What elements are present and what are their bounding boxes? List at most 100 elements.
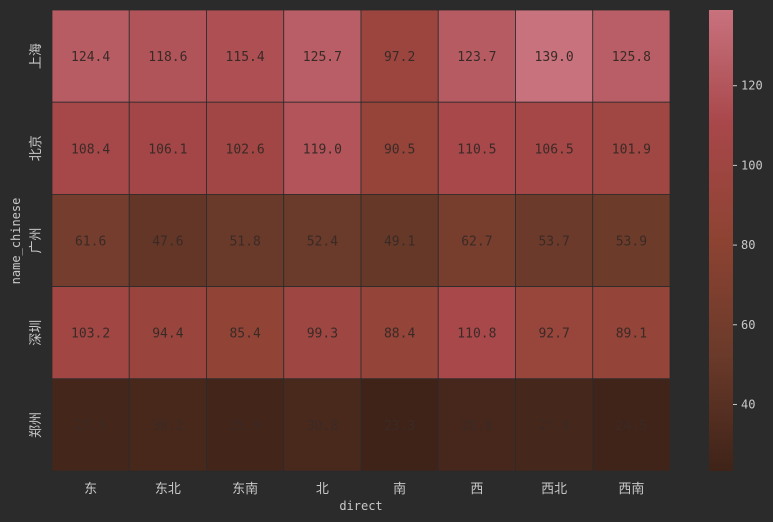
heatmap-cell <box>437 101 516 195</box>
heatmap-cell <box>283 101 362 195</box>
x-tick-label: 西北 <box>541 482 567 497</box>
cell-value-label: 119.0 <box>303 142 342 157</box>
y-tick-label: 广州 <box>29 227 44 253</box>
colorbar-tick-label: 100 <box>741 158 763 172</box>
x-tick-label: 东 <box>84 482 97 497</box>
cell-value-label: 123.7 <box>457 50 496 65</box>
cell-value-label: 108.4 <box>71 142 110 157</box>
heatmap-cell <box>283 286 362 380</box>
cell-value-label: 52.4 <box>307 235 338 250</box>
cell-value-label: 97.2 <box>384 50 415 65</box>
y-tick-label: 郑州 <box>29 412 44 438</box>
cell-value-label: 139.0 <box>535 50 574 65</box>
cell-value-label: 90.5 <box>384 142 415 157</box>
colorbar-tick-label: 120 <box>741 79 763 93</box>
heatmap-cell <box>437 9 516 103</box>
cell-value-label: 101.9 <box>612 142 651 157</box>
heatmap-cell <box>592 9 671 103</box>
heatmap-cell <box>515 193 594 287</box>
cell-value-label: 118.6 <box>148 50 187 65</box>
cell-value-label: 61.6 <box>75 235 106 250</box>
heatmap-cell <box>51 286 130 380</box>
cell-value-label: 110.5 <box>457 142 496 157</box>
cell-value-label: 125.7 <box>303 50 342 65</box>
heatmap-cell <box>515 101 594 195</box>
cell-value-label: 88.4 <box>384 327 415 342</box>
cell-value-label: 106.5 <box>535 142 574 157</box>
cell-value-label: 30.8 <box>307 419 338 434</box>
cell-value-label: 24.5 <box>616 419 647 434</box>
colorbar-tick-label: 60 <box>741 318 755 332</box>
heatmap-cell <box>51 9 130 103</box>
cell-value-label: 27.8 <box>538 419 569 434</box>
y-tick-label: 北京 <box>29 135 44 161</box>
heatmap-cell <box>437 193 516 287</box>
heatmap-cell <box>360 378 439 472</box>
x-tick-label: 北 <box>316 482 329 497</box>
x-tick-labels: 东 东北 东南 北 南 西 西北 西南 <box>84 481 644 497</box>
cell-value-label: 62.7 <box>461 235 492 250</box>
y-axis-label: name_chinese <box>9 198 23 285</box>
cell-value-label: 125.8 <box>612 50 651 65</box>
heatmap-cell <box>515 286 594 380</box>
heatmap-cell <box>592 378 671 472</box>
cell-value-label: 115.4 <box>226 50 265 65</box>
cell-value-label: 99.3 <box>307 327 338 342</box>
colorbar-ticks: 40 60 80 100 120 <box>733 79 763 411</box>
heatmap-cells <box>51 9 671 472</box>
cell-value-label: 124.4 <box>71 50 110 65</box>
cell-value-label: 47.6 <box>152 235 183 250</box>
x-axis-label: direct <box>339 499 382 513</box>
heatmap-cell <box>206 286 285 380</box>
cell-value-label: 102.6 <box>226 142 265 157</box>
colorbar-tick-label: 80 <box>741 238 755 252</box>
x-tick-label: 东南 <box>232 481 258 497</box>
heatmap-cell <box>128 101 207 195</box>
cell-value-label: 110.8 <box>457 327 496 342</box>
cell-value-label: 92.7 <box>538 327 569 342</box>
cell-value-label: 28.8 <box>461 419 492 434</box>
x-tick-label: 南 <box>393 481 406 497</box>
heatmap-cell <box>128 9 207 103</box>
heatmap-cell <box>128 378 207 472</box>
heatmap-cell <box>515 378 594 472</box>
heatmap-cell <box>206 378 285 472</box>
x-tick-label: 西 <box>470 482 483 497</box>
cell-value-label: 89.1 <box>616 327 647 342</box>
cell-value-label: 103.2 <box>71 327 110 342</box>
cell-value-label: 106.1 <box>148 142 187 157</box>
x-tick-label: 西南 <box>618 481 644 497</box>
cell-value-label: 27.5 <box>75 419 106 434</box>
colorbar-tick-label: 40 <box>741 397 755 411</box>
heatmap-cell <box>360 9 439 103</box>
y-tick-label: 上海 <box>29 43 44 69</box>
cell-value-label: 85.4 <box>229 327 260 342</box>
heatmap-cell <box>360 193 439 287</box>
heatmap-cell <box>51 193 130 287</box>
cell-value-label: 51.8 <box>229 235 260 250</box>
colorbar <box>709 10 733 471</box>
heatmap-cell <box>360 101 439 195</box>
heatmap-cell <box>437 378 516 472</box>
cell-value-label: 53.9 <box>616 235 647 250</box>
heatmap-cell <box>206 193 285 287</box>
heatmap-cell <box>592 193 671 287</box>
cell-value-label: 94.4 <box>152 327 183 342</box>
cell-value-label: 25.9 <box>229 419 260 434</box>
heatmap-annotations: 124.4 118.6 115.4 125.7 97.2 123.7 139.0 125.8 1… <box>71 50 651 434</box>
heatmap-cell <box>592 101 671 195</box>
cell-value-label: 53.7 <box>538 235 569 250</box>
heatmap-cell <box>206 9 285 103</box>
y-tick-label: 深圳 <box>29 320 44 346</box>
heatmap-cell <box>283 193 362 287</box>
heatmap-cell <box>283 9 362 103</box>
cell-value-label: 49.1 <box>384 235 415 250</box>
heatmap-cell <box>128 193 207 287</box>
heatmap-cell <box>360 286 439 380</box>
cell-value-label: 23.3 <box>384 419 415 434</box>
cell-value-label: 30.2 <box>152 419 183 434</box>
x-tick-label: 东北 <box>155 482 181 497</box>
heatmap-cell <box>283 378 362 472</box>
